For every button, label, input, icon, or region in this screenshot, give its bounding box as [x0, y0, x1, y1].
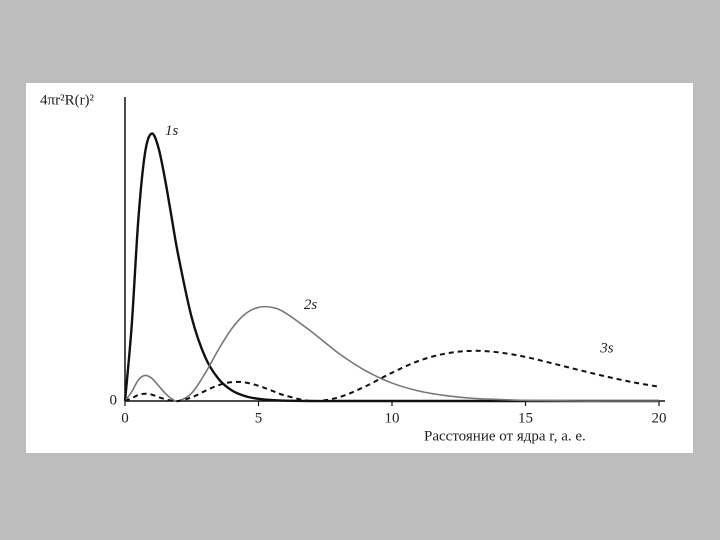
panel: [26, 83, 693, 453]
series-line: [124, 305, 659, 403]
x-tick-label: 20: [652, 410, 667, 426]
x-tick-label: 15: [518, 410, 533, 426]
y-tick-label: 0: [110, 392, 118, 408]
x-tick-label: 5: [255, 410, 263, 426]
series-label: 1s: [165, 123, 179, 139]
x-tick-label: 0: [121, 410, 129, 426]
series-line: [124, 349, 660, 403]
y-axis-label: 4πr²R(r)²: [40, 92, 95, 108]
x-axis-label: Расстояние от ядра r, а. е.: [424, 428, 586, 444]
series-label: 3s: [599, 340, 614, 356]
x-tick-label: 10: [385, 410, 400, 426]
series-label: 2s: [304, 297, 318, 313]
